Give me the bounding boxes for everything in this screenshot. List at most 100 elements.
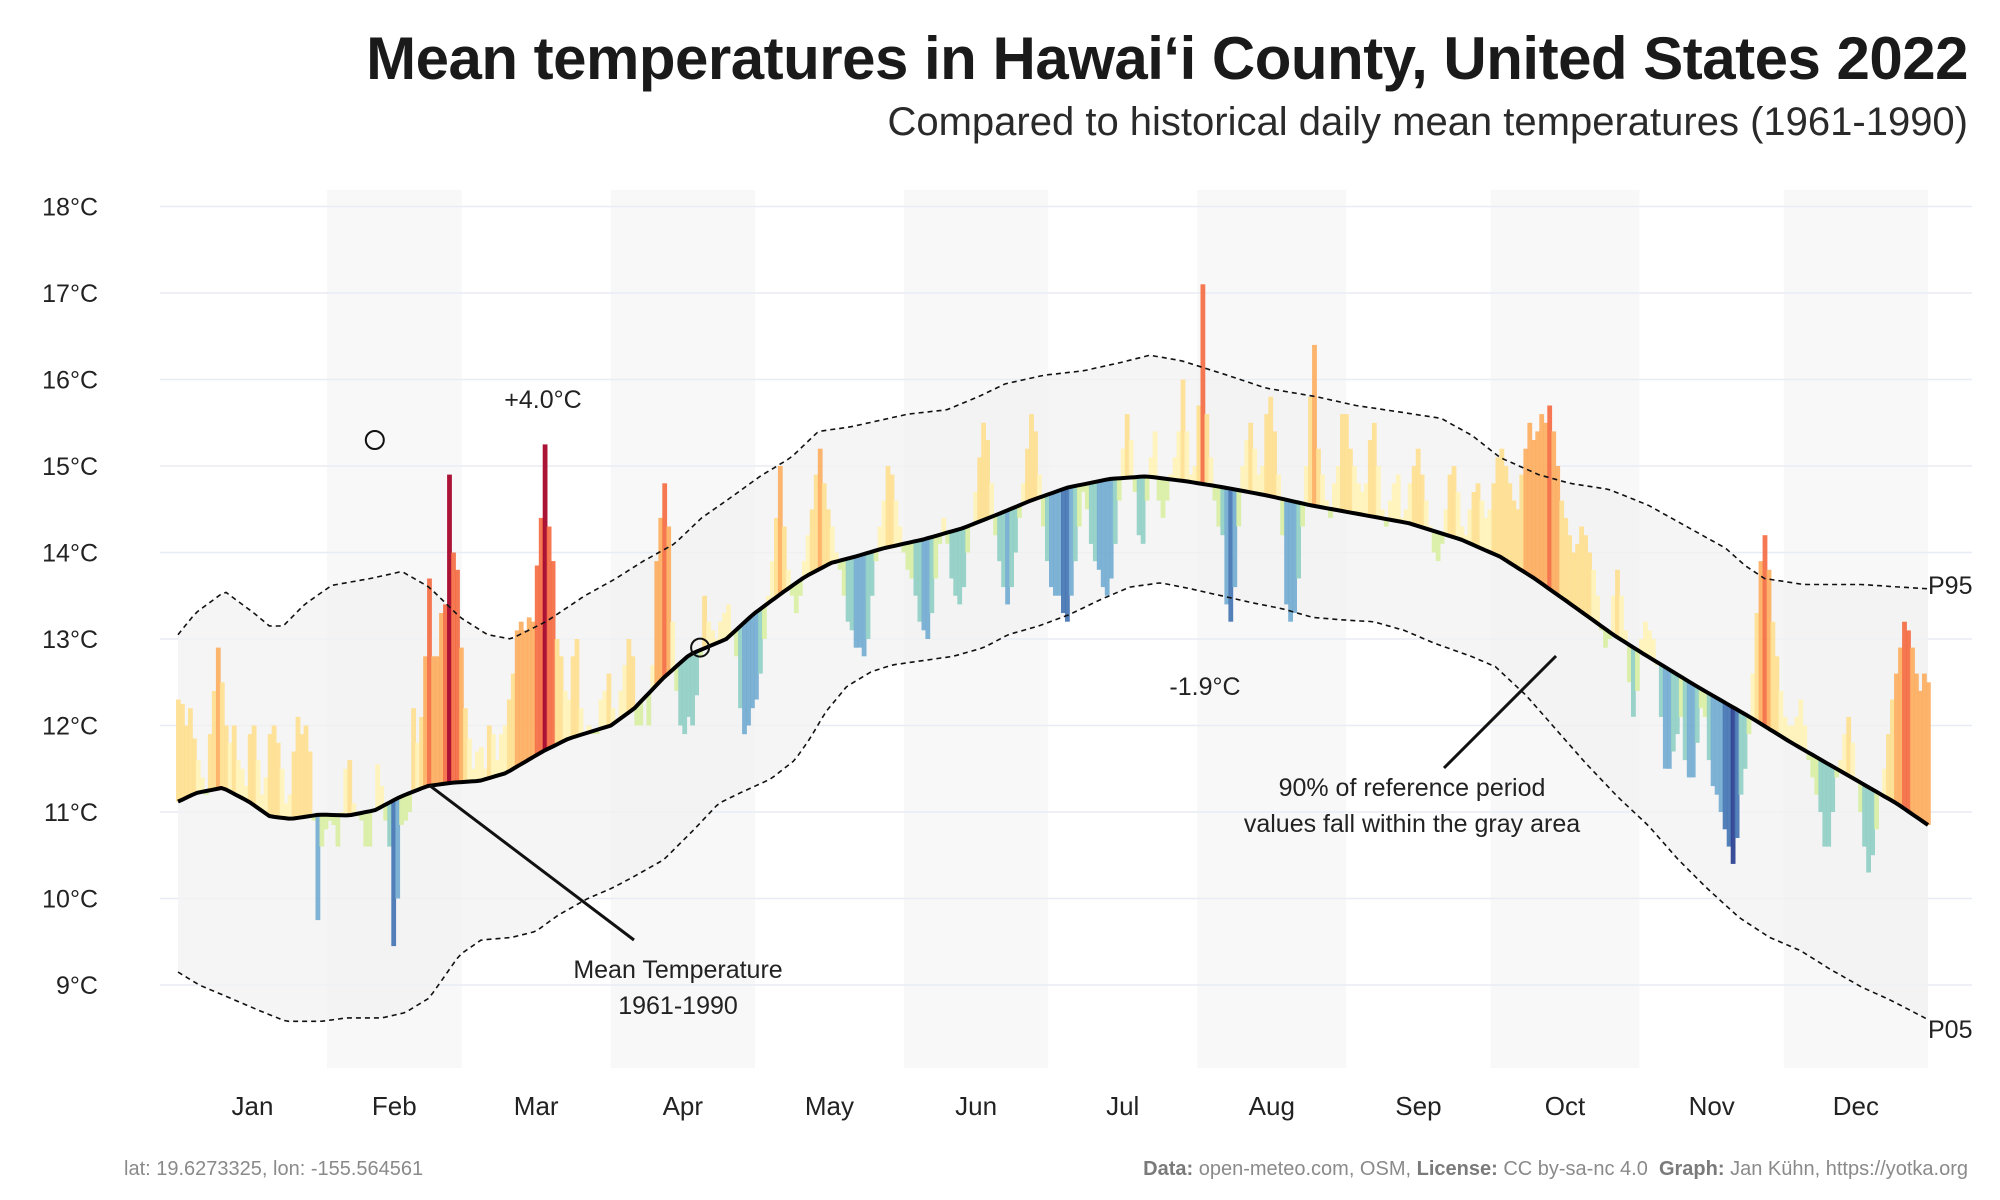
daily-bar [762, 606, 767, 639]
daily-bar [271, 725, 277, 817]
daily-bar [1507, 483, 1513, 563]
min-anomaly-label: -1.9°C [1169, 673, 1240, 701]
daily-bar [1742, 714, 1748, 769]
daily-bar [1503, 466, 1509, 561]
daily-bar [1288, 500, 1293, 622]
daily-bar [1013, 507, 1018, 553]
daily-bar [1005, 510, 1010, 605]
daily-bar [833, 552, 839, 562]
daily-bar [1846, 716, 1852, 776]
daily-bar [674, 666, 680, 691]
daily-bar [1543, 422, 1549, 587]
reference-mean-path [177, 474, 1930, 827]
daily-bar [618, 690, 624, 719]
daily-bar [965, 526, 971, 553]
y-tick-label: 15°C [42, 453, 98, 481]
daily-bar [1579, 526, 1584, 612]
daily-bar [1443, 509, 1449, 535]
daily-bar [789, 585, 795, 596]
daily-bar [259, 794, 265, 811]
daily-bar [865, 553, 871, 639]
daily-bar [726, 604, 731, 638]
daily-bar [267, 734, 273, 817]
daily-bar [494, 760, 500, 776]
daily-bar [1300, 503, 1305, 527]
daily-bar [654, 561, 660, 686]
daily-bar [1348, 448, 1353, 513]
daily-bar [1140, 476, 1146, 544]
daily-bar [363, 812, 369, 847]
x-tick-label: Jun [955, 1091, 997, 1121]
daily-bar [1738, 711, 1744, 795]
daily-bar [1698, 688, 1704, 709]
daily-bar [1168, 474, 1174, 480]
daily-bar [295, 716, 301, 818]
daily-bar [1116, 478, 1122, 501]
daily-bar [311, 815, 317, 821]
daily-bar [785, 569, 791, 589]
daily-bar [243, 786, 249, 800]
daily-bar [1447, 474, 1453, 536]
daily-bar [299, 734, 305, 818]
daily-bar [1706, 693, 1712, 761]
daily-bar [1670, 671, 1676, 752]
daily-bar [1268, 396, 1274, 497]
daily-bar [881, 500, 887, 549]
daily-bar [1479, 500, 1485, 549]
daily-bar [526, 617, 532, 760]
max-anomaly-marker [364, 430, 385, 450]
daily-bar [869, 551, 875, 596]
daily-bar [1778, 690, 1784, 736]
y-tick-label: 10°C [42, 886, 98, 914]
daily-bar [303, 725, 309, 817]
daily-bar [1220, 487, 1226, 536]
daily-bar [781, 526, 787, 592]
x-axis: Jan Feb Mar Apr May Jun Jul Aug Sep Oct Nov Dec [232, 1091, 1879, 1121]
daily-bar [1483, 517, 1489, 551]
daily-bar [1555, 466, 1561, 595]
daily-bar [1583, 535, 1588, 615]
daily-bar [1770, 621, 1776, 731]
daily-bar [1045, 494, 1050, 562]
daily-bar [1336, 466, 1341, 511]
daily-bar [180, 703, 185, 800]
daily-bar [702, 595, 707, 649]
daily-bar [463, 708, 468, 782]
daily-bar [1714, 697, 1720, 795]
graph-credit-label: Graph: [1658, 1158, 1725, 1180]
band-label-line2: values fall within the gray area [1244, 810, 1580, 838]
daily-bar [1467, 509, 1473, 544]
daily-bar [638, 702, 644, 726]
daily-bar [455, 569, 460, 783]
daily-bar [1491, 483, 1497, 554]
min-anomaly-marker [690, 637, 711, 658]
daily-bar [1519, 474, 1525, 571]
daily-bar [1112, 478, 1118, 544]
daily-bar [937, 534, 943, 544]
daily-bar [1722, 702, 1728, 830]
daily-bar [471, 768, 476, 782]
daily-bar [1471, 492, 1477, 546]
daily-bar [427, 578, 432, 786]
daily-bar [1571, 552, 1576, 606]
daily-bar [1144, 476, 1150, 501]
daily-bar [1694, 686, 1700, 743]
chart-title: Mean temperatures in Hawaiʻi County, Uni… [366, 25, 1968, 92]
daily-bar [1786, 725, 1792, 741]
daily-bar [913, 541, 919, 596]
x-tick-label: Jul [1106, 1091, 1139, 1121]
daily-bar [1076, 485, 1082, 527]
daily-bar [977, 457, 983, 522]
daily-bar [439, 613, 444, 785]
daily-bar [901, 543, 907, 553]
daily-bar [184, 725, 189, 798]
daily-bar [1033, 431, 1038, 500]
daily-bar [1515, 509, 1521, 568]
daily-bar [447, 474, 452, 784]
daily-bar [1551, 431, 1557, 592]
daily-bar [211, 690, 217, 790]
daily-bar [486, 725, 492, 779]
daily-bar [1690, 683, 1696, 778]
daily-bar [1718, 700, 1724, 812]
daily-bar [506, 699, 512, 772]
